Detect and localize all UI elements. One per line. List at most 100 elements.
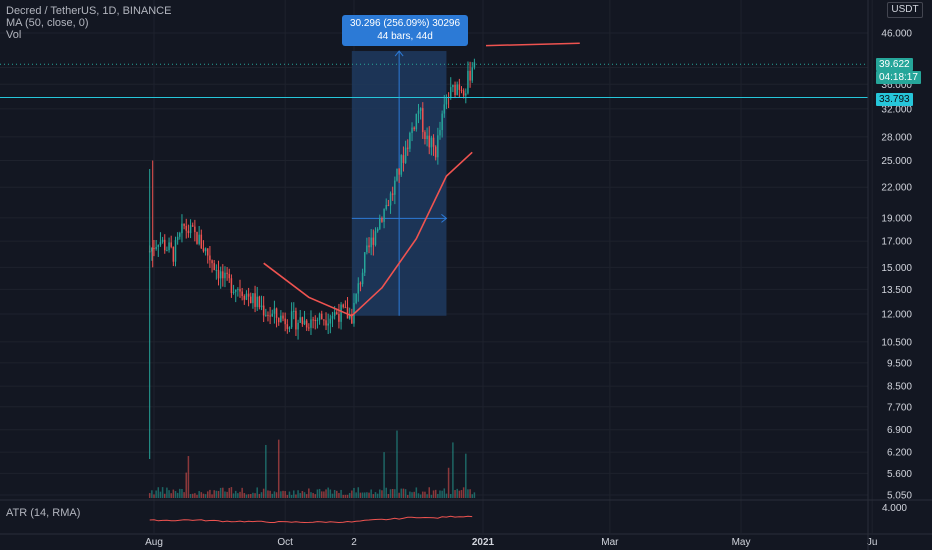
volume-bar bbox=[230, 487, 233, 498]
atr-line bbox=[149, 515, 473, 524]
candle-body bbox=[250, 296, 252, 304]
price-tick-label: 17.000 bbox=[881, 237, 912, 248]
candle-body bbox=[441, 113, 443, 131]
atr-tick-label: 4.000 bbox=[882, 503, 907, 514]
volume-bar bbox=[217, 491, 220, 498]
candle-body bbox=[473, 62, 476, 68]
candle-body bbox=[153, 247, 155, 250]
candle-body bbox=[161, 239, 164, 242]
candle-body bbox=[265, 314, 267, 316]
candle-body bbox=[204, 248, 207, 252]
candle-body bbox=[159, 241, 162, 245]
candle-body bbox=[323, 319, 325, 321]
volume-bar bbox=[394, 489, 396, 498]
candle-body bbox=[224, 272, 226, 279]
volume-bar bbox=[280, 491, 282, 498]
volume-bar bbox=[277, 439, 280, 498]
volume-bar bbox=[389, 489, 392, 498]
candle-body bbox=[163, 239, 166, 251]
candle-body bbox=[232, 291, 235, 293]
volume-bar bbox=[247, 494, 250, 498]
candle-body bbox=[226, 272, 228, 274]
candle-body bbox=[258, 296, 261, 308]
volume-bar bbox=[331, 493, 334, 498]
candle-body bbox=[439, 130, 441, 136]
price-tick-label: 7.700 bbox=[887, 402, 912, 413]
candle-body bbox=[426, 135, 428, 140]
candle-body bbox=[245, 293, 248, 300]
volume-bar bbox=[209, 489, 211, 498]
candle-body bbox=[372, 237, 375, 245]
candle-body bbox=[415, 113, 418, 130]
candle-body bbox=[409, 132, 411, 149]
candle-body bbox=[318, 313, 321, 320]
price-tick-label: 32.000 bbox=[881, 104, 912, 115]
volume-bar bbox=[286, 494, 289, 498]
volume-bar bbox=[430, 494, 433, 498]
volume-bar bbox=[396, 430, 398, 498]
volume-bar bbox=[462, 487, 465, 498]
volume-bar bbox=[234, 490, 237, 498]
candle-body bbox=[355, 293, 357, 303]
chart-legend: Decred / TetherUS, 1D, BINANCE MA (50, c… bbox=[6, 5, 171, 41]
volume-bar bbox=[381, 490, 383, 498]
volume-bar bbox=[299, 493, 301, 498]
volume-bar bbox=[267, 490, 269, 498]
candle-body bbox=[284, 318, 286, 325]
volume-bar bbox=[415, 487, 418, 498]
candle-body bbox=[361, 272, 364, 285]
volume-bar bbox=[445, 493, 448, 498]
candle-body bbox=[437, 135, 439, 158]
volume-bar bbox=[179, 488, 181, 498]
candle-body bbox=[411, 127, 413, 133]
candle-body bbox=[316, 319, 319, 321]
grid-lines bbox=[0, 0, 873, 533]
volume-bar bbox=[391, 488, 394, 498]
volume-bar bbox=[155, 490, 157, 498]
measure-bar-count: 44 bars, 44d bbox=[377, 31, 433, 42]
candle-body bbox=[280, 315, 282, 323]
volume-indicator-label[interactable]: Vol bbox=[6, 29, 22, 41]
candle-body bbox=[398, 168, 400, 175]
price-tick-label: 6.900 bbox=[887, 425, 912, 436]
volume-bar bbox=[282, 490, 284, 498]
volume-bar bbox=[402, 488, 405, 498]
atr-indicator-label[interactable]: ATR (14, RMA) bbox=[6, 507, 81, 519]
volume-bar bbox=[409, 491, 411, 498]
volume-bar bbox=[271, 493, 274, 498]
candle-body bbox=[327, 323, 329, 326]
volume-bar bbox=[344, 494, 347, 498]
hline-price-tag: 33.793 bbox=[876, 93, 913, 106]
candle-body bbox=[396, 168, 398, 181]
candle-body bbox=[460, 89, 463, 91]
time-tick-label: Mar bbox=[601, 537, 619, 548]
candle-body bbox=[422, 108, 424, 133]
currency-badge[interactable]: USDT bbox=[887, 2, 923, 18]
measure-range-area[interactable] bbox=[351, 50, 448, 316]
candle-body bbox=[228, 273, 231, 279]
volume-bar bbox=[366, 492, 368, 498]
price-tick-label: 10.500 bbox=[881, 337, 912, 348]
candle-body bbox=[351, 313, 353, 324]
candle-body bbox=[456, 84, 458, 96]
volume-bar bbox=[428, 487, 430, 498]
symbol-title[interactable]: Decred / TetherUS, 1D, BINANCE bbox=[6, 5, 172, 17]
volume-bar bbox=[265, 444, 267, 498]
candle-body bbox=[370, 237, 372, 248]
volume-bar bbox=[183, 492, 185, 498]
candle-body bbox=[385, 204, 387, 210]
volume-bar bbox=[202, 493, 205, 498]
candle-body bbox=[389, 193, 392, 206]
volume-bar bbox=[153, 494, 155, 498]
volume-bar bbox=[398, 492, 400, 498]
candle-body bbox=[400, 155, 403, 175]
volume-bar bbox=[303, 492, 306, 498]
ma-indicator-label[interactable]: MA (50, close, 0) bbox=[6, 17, 89, 29]
price-tick-label: 15.000 bbox=[881, 263, 912, 274]
volume-bar bbox=[185, 472, 188, 498]
candle-body bbox=[428, 135, 430, 148]
time-tick-label: Aug bbox=[145, 537, 163, 548]
volume-bar bbox=[338, 493, 340, 498]
volume-bar bbox=[422, 491, 424, 498]
